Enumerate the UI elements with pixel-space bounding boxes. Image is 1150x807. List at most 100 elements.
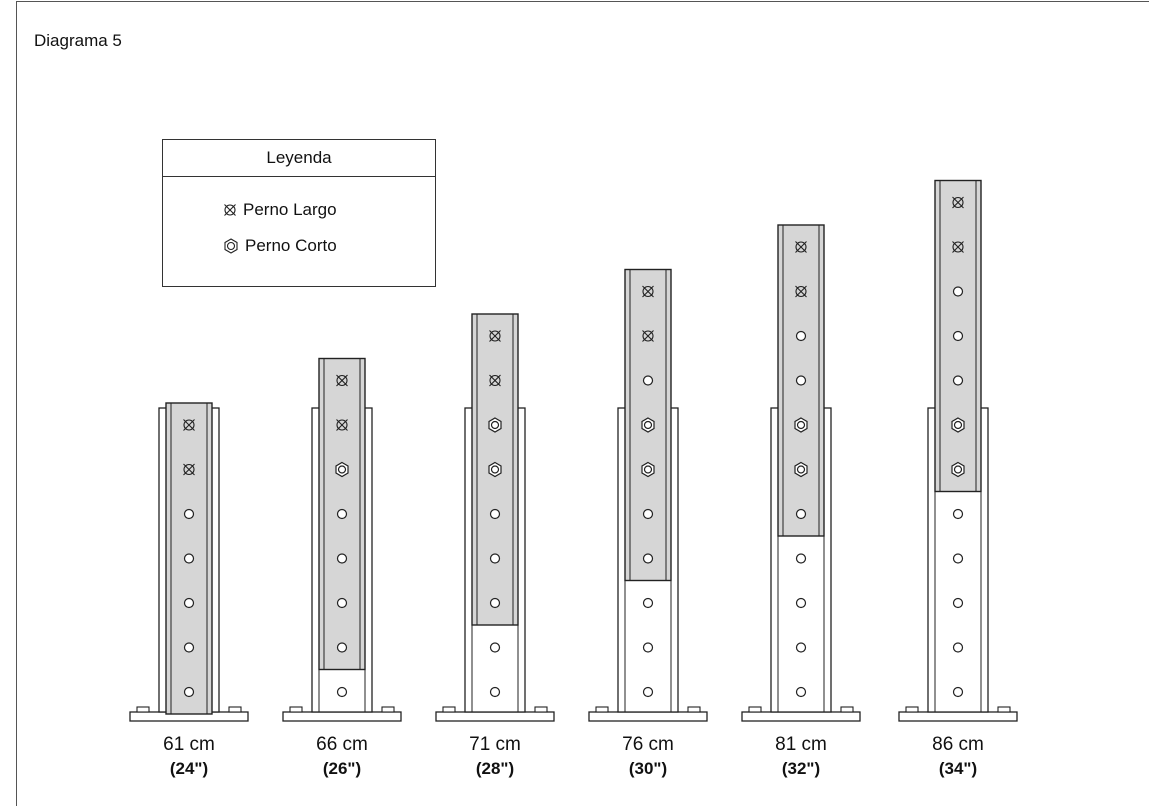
bolt-hole [642, 553, 654, 564]
bolt-hole [795, 642, 807, 653]
long-bolt-icon [336, 419, 348, 431]
bolt-hole [642, 375, 654, 386]
column-label: 66 cm (26") [282, 733, 402, 781]
short-bolt-icon [488, 461, 502, 478]
bolt-hole [642, 508, 654, 520]
bolt-hole [952, 330, 964, 342]
bolt-hole [183, 686, 195, 698]
base-plate [898, 711, 1018, 722]
bolt-hole [336, 642, 348, 653]
short-bolt-icon [488, 417, 502, 433]
short-bolt-icon [335, 461, 349, 478]
legend-item-long-bolt: Perno Largo [223, 200, 337, 220]
bolt-hole [952, 597, 964, 609]
bolt-hole [952, 553, 964, 564]
height-cm-label: 61 cm [163, 734, 215, 755]
long-bolt-icon [183, 463, 195, 476]
column-label: 76 cm (30") [588, 733, 708, 781]
height-cm-label: 66 cm [316, 734, 368, 755]
bolt-hole [489, 642, 501, 653]
legend-title: Leyenda [163, 140, 435, 177]
inner-post [777, 224, 825, 537]
bolt-hole [952, 286, 964, 297]
legend-box: Leyenda Perno Largo Perno Corto [162, 139, 436, 287]
long-bolt-icon [642, 285, 654, 298]
base-tab [442, 706, 456, 713]
long-bolt-icon [224, 204, 236, 216]
legend-item-short-bolt: Perno Corto [223, 236, 337, 256]
bolt-hole [642, 686, 654, 698]
short-bolt-icon [641, 417, 655, 433]
height-in-label: (24") [169, 759, 209, 778]
bolt-hole [795, 375, 807, 386]
short-bolt-icon [951, 417, 965, 433]
base-tab [687, 706, 701, 713]
bolt-hole [183, 642, 195, 653]
bolt-hole [183, 553, 195, 564]
bolt-hole [489, 553, 501, 564]
bolt-hole [489, 686, 501, 698]
diagram-title: Diagrama 5 [34, 31, 122, 50]
bolt-hole [489, 508, 501, 520]
column-label: 71 cm (28") [435, 733, 555, 781]
height-cm-label: 81 cm [775, 734, 827, 755]
long-bolt-icon [952, 241, 964, 253]
base-tab [748, 706, 762, 713]
bolt-hole [952, 508, 964, 520]
long-bolt-icon [336, 374, 348, 387]
height-cm-label: 71 cm [469, 734, 521, 755]
bolt-hole [795, 686, 807, 698]
bolt-hole [183, 597, 195, 609]
bolt-hole [952, 686, 964, 698]
bolt-hole [336, 508, 348, 520]
long-bolt-icon [489, 374, 501, 387]
bolt-hole [642, 642, 654, 653]
column-label: 81 cm (32") [741, 733, 861, 781]
bolt-hole [795, 508, 807, 520]
bolt-hole [952, 375, 964, 386]
height-cm-label: 76 cm [622, 734, 674, 755]
bolt-hole [795, 553, 807, 564]
base-tab [534, 706, 548, 713]
base-tab [136, 706, 150, 713]
base-tab [997, 706, 1011, 713]
long-bolt-icon [952, 196, 964, 209]
short-bolt-icon [794, 461, 808, 478]
base-tab [289, 706, 303, 713]
long-bolt-icon [489, 330, 501, 342]
bolt-hole [183, 508, 195, 520]
bolt-hole [336, 597, 348, 609]
base-tab [595, 706, 609, 713]
column-label: 61 cm (24") [129, 733, 249, 781]
base-plate [282, 711, 402, 722]
height-cm-label: 86 cm [932, 734, 984, 755]
height-in-label: (32") [781, 759, 821, 778]
short-bolt-icon [794, 417, 808, 433]
bolt-hole [795, 330, 807, 342]
base-plate [741, 711, 861, 722]
bolt-hole [336, 553, 348, 564]
height-in-label: (28") [475, 759, 515, 778]
bolt-hole [489, 597, 501, 609]
base-tab [905, 706, 919, 713]
long-bolt-icon [183, 419, 195, 431]
long-bolt-icon [642, 330, 654, 342]
bolt-hole [795, 597, 807, 609]
bolt-hole [952, 642, 964, 653]
legend-item-label: Perno Corto [245, 236, 337, 255]
base-plate [435, 711, 555, 722]
long-bolt-icon [795, 241, 807, 253]
base-tab [840, 706, 854, 713]
short-bolt-icon [951, 461, 965, 478]
long-bolt-icon [795, 285, 807, 298]
column-label: 86 cm (34") [898, 733, 1018, 781]
base-tab [381, 706, 395, 713]
diagram-frame [16, 1, 1149, 806]
base-plate [588, 711, 708, 722]
legend-item-label: Perno Largo [243, 200, 337, 219]
bolt-hole [642, 597, 654, 609]
height-in-label: (34") [938, 759, 978, 778]
bolt-hole [336, 686, 348, 698]
base-tab [228, 706, 242, 713]
